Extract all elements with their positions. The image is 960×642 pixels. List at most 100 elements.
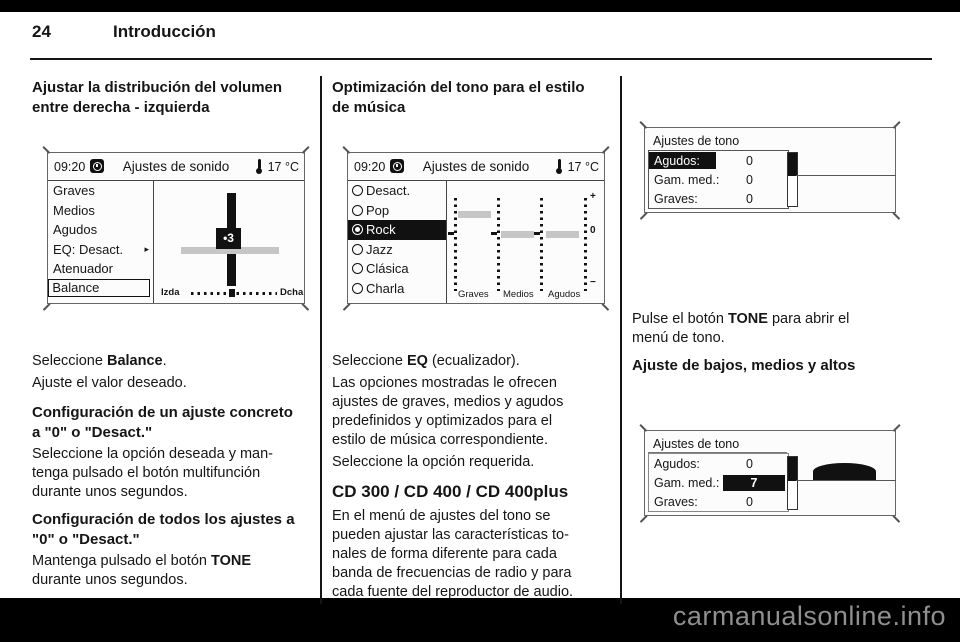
watermark: carmanualsonline.info [672,601,946,631]
paragraph-cd-models: En el menú de ajustes del tono se pueden … [332,508,574,600]
tone-menu-title: Ajustes de tono [653,134,740,148]
middle-column-heading: Optimización del tono para el estilo de m… [332,79,585,116]
band-label-agudos: Agudos [548,289,581,300]
eq-option-jazz: Jazz [348,240,446,260]
subheading-cd-models: CD 300 / CD 400 / CD 400plus [332,482,569,501]
agudos-level-bar [546,231,579,238]
screenshot-sound-settings-balance: 09:20 Ajustes de sonido 17 °C Graves Med… [42,146,310,310]
column-divider [320,76,322,604]
paragraph-adjust-value: Ajuste el valor deseado. [32,375,187,391]
zero-tick [534,232,540,235]
clock-time: 09:20 [354,160,386,174]
corner-mark [301,302,310,310]
corner-mark [892,424,901,432]
meter-fill [788,457,797,481]
paragraph-press-tone: Pulse el botón TONE para abrir el menú de… [632,311,850,346]
eq-option-clasica: Clásica [348,259,446,279]
left-column-text: Seleccione Balance. Ajuste el valor dese… [32,352,320,590]
radio-icon [352,204,363,216]
temperature-readout: 17 °C [567,160,599,174]
eq-option-desact: Desact. [348,181,446,201]
tone-level-meter [787,152,798,207]
display-header: 09:20 Ajustes de sonido 17 °C [48,153,304,181]
left-scale-label: Izda [161,287,180,298]
scale-zero-label: 0 [590,225,596,236]
eq-style-list: Desact. Pop Rock Jazz Clásica Charla [348,181,447,303]
right-scale-label: Dcha [280,287,304,298]
corner-mark [892,121,901,129]
paragraph-eq-description: Las opciones mostradas le ofrecen ajustes… [332,375,564,448]
corner-mark [639,424,648,432]
column-divider [620,76,622,604]
header-rule [30,58,932,60]
tone-menu-title: Ajustes de tono [653,437,740,451]
eq-option-charla: Charla [348,279,446,299]
tone-row-agudos: Agudos: 0 [654,456,753,471]
screenshot-tone-settings-zero: Ajustes de tono Agudos: 0 Gam. med.: 0 G… [639,121,901,219]
subheading-single-reset: Configuración de un ajuste concreto a "0"… [32,404,293,441]
clock-time: 09:20 [54,160,86,174]
radio-icon [352,185,363,197]
highlighted-value: 7 [723,474,785,491]
scale-plus-label: + [590,191,596,202]
tone-row-gam-med: Gam. med.: 0 [654,172,753,187]
radio-icon [352,282,363,294]
medios-level-bar [501,231,534,238]
manual-page: 24 Introducción Ajustar la distribución … [0,12,960,604]
eq-dotted-scale [540,198,543,291]
corner-mark [342,302,351,310]
balance-value-badge: •3 [216,228,241,249]
sound-settings-menu: Graves Medios Agudos EQ: Desact. ▸ Atenua… [48,181,154,303]
menu-item-atenuador: Atenuador [53,261,113,277]
corner-mark [639,514,648,522]
corner-mark [639,211,648,219]
paragraph-select-eq: Seleccione EQ (ecualizador). [332,353,520,369]
tone-row-graves: Graves: 0 [654,191,753,206]
band-label-graves: Graves [458,289,489,300]
left-column-heading: Ajustar la distribución del volumen entre… [32,79,283,116]
tone-rows-box: Agudos: 0 Gam. med.: 0 Graves: 0 [648,150,789,209]
zero-tick [448,232,454,235]
eq-option-pop: Pop [348,201,446,221]
screenshot-tone-settings-mid7: Ajustes de tono Agudos: 0 Gam. med.: 7 G… [639,424,901,522]
paragraph-select-required: Seleccione la opción requerida. [332,454,535,470]
eq-dotted-scale [497,198,500,291]
radio-selected-icon [352,224,363,236]
corner-mark [42,302,51,310]
screenshot-sound-settings-eq: 09:20 Ajustes de sonido 17 °C Desact. Po… [342,146,610,310]
balance-center-marker [229,289,235,297]
display-title: Ajustes de sonido [422,159,530,174]
meter-fill [788,153,797,176]
temperature-readout: 17 °C [267,160,299,174]
menu-item-medios: Medios [53,202,95,218]
display-header: 09:20 Ajustes de sonido 17 °C [348,153,604,181]
tone-rows-box: Agudos: 0 Gam. med.: 7 Graves: 0 [648,453,789,512]
corner-mark [892,514,901,522]
right-column-text: Pulse el botón TONE para abrir el menú de… [632,310,920,376]
graves-level-bar [458,211,491,218]
eq-dotted-scale [584,198,587,291]
corner-mark [601,302,610,310]
menu-item-graves: Graves [53,183,95,199]
section-title: Introducción [113,22,216,41]
menu-item-agudos: Agudos [53,222,98,238]
display-title: Ajustes de sonido [122,159,230,174]
paragraph-single-reset: Seleccione la opción deseada y man-tenga… [32,446,274,500]
zero-tick [491,232,497,235]
tone-response-baseline [796,480,896,482]
balance-horizontal-bar [181,247,279,254]
tone-row-graves: Graves: 0 [654,494,753,509]
chevron-right-icon: ▸ [144,243,149,254]
middle-column-text: Seleccione EQ (ecualizador). Las opcione… [332,352,620,602]
tone-level-meter [787,456,798,510]
title-underline [648,452,787,454]
tone-row-agudos-highlighted: Agudos: 0 [649,151,788,170]
subheading-adjust-bands: Ajuste de bajos, medios y altos [632,357,856,374]
tone-row-gam-med-highlighted: Gam. med.: 7 [649,473,788,492]
tone-response-baseline [796,175,896,177]
paragraph-select-balance: Seleccione Balance. [32,353,167,369]
radio-icon [352,243,363,255]
clock-icon [390,159,404,173]
thermometer-icon [254,159,264,174]
